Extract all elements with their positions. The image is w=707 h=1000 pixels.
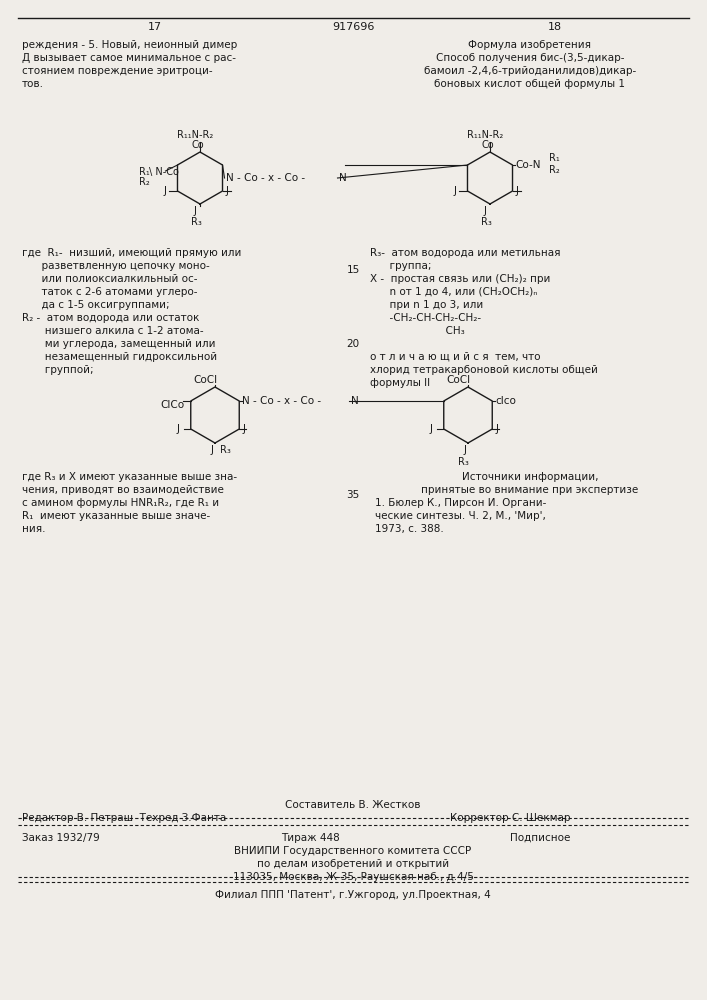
Text: да с 1-5 оксигруппами;: да с 1-5 оксигруппами;	[22, 300, 170, 310]
Text: Филиал ППП 'Патент', г.Ужгород, ул.Проектная, 4: Филиал ППП 'Патент', г.Ужгород, ул.Проек…	[215, 890, 491, 900]
Text: Способ получения бис-(3,5-дикар-: Способ получения бис-(3,5-дикар-	[436, 53, 624, 63]
Text: J: J	[430, 424, 433, 434]
Text: чения, приводят во взаимодействие: чения, приводят во взаимодействие	[22, 485, 224, 495]
Text: хлорид тетракарбоновой кислоты общей: хлорид тетракарбоновой кислоты общей	[370, 365, 598, 375]
Text: где R₃ и X имеют указанные выше зна-: где R₃ и X имеют указанные выше зна-	[22, 472, 237, 482]
Text: J: J	[515, 186, 518, 196]
Text: ми углерода, замещенный или: ми углерода, замещенный или	[22, 339, 216, 349]
Text: R₁₁N-R₂: R₁₁N-R₂	[177, 130, 213, 140]
Text: 917696: 917696	[332, 22, 374, 32]
Text: где  R₁-  низший, имеющий прямую или: где R₁- низший, имеющий прямую или	[22, 248, 241, 258]
Text: N - Co - x - Co -: N - Co - x - Co -	[226, 173, 305, 183]
Text: Источники информации,: Источники информации,	[462, 472, 598, 482]
Text: J: J	[226, 186, 228, 196]
Text: J: J	[484, 206, 486, 216]
Text: J: J	[177, 424, 180, 434]
Text: реждения - 5. Новый, неионный димер: реждения - 5. Новый, неионный димер	[22, 40, 238, 50]
Text: ческие синтезы. Ч. 2, М., 'Мир',: ческие синтезы. Ч. 2, М., 'Мир',	[375, 511, 546, 521]
Text: CH₃: CH₃	[400, 326, 464, 336]
Text: R₃: R₃	[191, 217, 201, 227]
Text: 18: 18	[548, 22, 562, 32]
Text: N - Co - x - Co -: N - Co - x - Co -	[243, 396, 322, 406]
Text: Д вызывает самое минимальное с рас-: Д вызывает самое минимальное с рас-	[22, 53, 236, 63]
Text: ния.: ния.	[22, 524, 45, 534]
Text: R₂ -  атом водорода или остаток: R₂ - атом водорода или остаток	[22, 313, 199, 323]
Text: 17: 17	[148, 22, 162, 32]
Text: Заказ 1932/79: Заказ 1932/79	[22, 833, 100, 843]
Text: \ N-Co: \ N-Co	[149, 167, 180, 177]
Text: n от 1 до 4, или (CH₂OCH₂)ₙ: n от 1 до 4, или (CH₂OCH₂)ₙ	[370, 287, 537, 297]
Text: R₃: R₃	[481, 217, 491, 227]
Text: Подписное: Подписное	[510, 833, 570, 843]
Text: группой;: группой;	[22, 365, 93, 375]
Text: стоянием повреждение эритроци-: стоянием повреждение эритроци-	[22, 66, 213, 76]
Text: низшего алкила с 1-2 атома-: низшего алкила с 1-2 атома-	[22, 326, 204, 336]
Text: боновых кислот общей формулы 1: боновых кислот общей формулы 1	[435, 79, 626, 89]
Text: R₂: R₂	[139, 177, 150, 187]
Text: по делам изобретений и открытий: по делам изобретений и открытий	[257, 859, 449, 869]
Text: Co-N: Co-N	[515, 160, 541, 170]
Text: R₂: R₂	[549, 165, 559, 175]
Text: принятые во внимание при экспертизе: принятые во внимание при экспертизе	[421, 485, 638, 495]
Text: CoCl: CoCl	[446, 375, 470, 385]
Text: 20: 20	[346, 339, 360, 349]
Text: при n 1 до 3, или: при n 1 до 3, или	[370, 300, 484, 310]
Text: 113035, Москва, Ж-35, Раушская наб., д.4/5: 113035, Москва, Ж-35, Раушская наб., д.4…	[233, 872, 474, 882]
Text: тов.: тов.	[22, 79, 44, 89]
Text: формулы II: формулы II	[370, 378, 430, 388]
Text: J: J	[495, 424, 498, 434]
Text: Составитель В. Жестков: Составитель В. Жестков	[285, 800, 421, 810]
Text: с амином формулы HNR₁R₂, где R₁ и: с амином формулы HNR₁R₂, где R₁ и	[22, 498, 219, 508]
Text: J: J	[211, 445, 214, 455]
Text: Корректор С. Шекмар: Корректор С. Шекмар	[450, 813, 570, 823]
Text: N: N	[339, 173, 346, 183]
Text: X -  простая связь или (CH₂)₂ при: X - простая связь или (CH₂)₂ при	[370, 274, 550, 284]
Text: о т л и ч а ю щ и й с я  тем, что: о т л и ч а ю щ и й с я тем, что	[370, 352, 540, 362]
Text: clco: clco	[495, 396, 516, 406]
Text: R₁: R₁	[549, 153, 559, 163]
Text: Редактор В. Петраш  Техред З.Фанта: Редактор В. Петраш Техред З.Фанта	[22, 813, 226, 823]
Text: Co: Co	[192, 140, 204, 150]
Text: R₃-  атом водорода или метильная: R₃- атом водорода или метильная	[370, 248, 561, 258]
Text: Формула изобретения: Формула изобретения	[469, 40, 592, 50]
Text: Тираж 448: Тираж 448	[281, 833, 339, 843]
Text: Co: Co	[481, 140, 494, 150]
Text: J: J	[163, 186, 166, 196]
Text: 1. Бюлер К., Пирсон И. Органи-: 1. Бюлер К., Пирсон И. Органи-	[375, 498, 547, 508]
Text: 15: 15	[346, 265, 360, 275]
Text: R₃: R₃	[458, 457, 469, 467]
Text: разветвленную цепочку моно-: разветвленную цепочку моно-	[22, 261, 210, 271]
Text: таток с 2-6 атомами углеро-: таток с 2-6 атомами углеро-	[22, 287, 197, 297]
Text: или полиоксиалкильный ос-: или полиоксиалкильный ос-	[22, 274, 197, 284]
Text: незамещенный гидроксильной: незамещенный гидроксильной	[22, 352, 217, 362]
Text: -CH₂-CH-CH₂-CH₂-: -CH₂-CH-CH₂-CH₂-	[370, 313, 481, 323]
Text: R₃: R₃	[220, 445, 231, 455]
Text: ВНИИПИ Государственного комитета СССР: ВНИИПИ Государственного комитета СССР	[235, 846, 472, 856]
Text: ClCo: ClCo	[160, 400, 185, 410]
Text: R₁  имеют указанные выше значе-: R₁ имеют указанные выше значе-	[22, 511, 210, 521]
Text: 35: 35	[346, 490, 360, 500]
Text: J: J	[194, 206, 197, 216]
Text: R₁₁N-R₂: R₁₁N-R₂	[467, 130, 503, 140]
Text: N: N	[351, 396, 359, 406]
Text: R₁: R₁	[139, 167, 150, 177]
Text: J: J	[464, 445, 467, 455]
Text: J: J	[243, 424, 245, 434]
Text: CoCl: CoCl	[193, 375, 217, 385]
Text: J: J	[453, 186, 457, 196]
Text: 1973, с. 388.: 1973, с. 388.	[375, 524, 444, 534]
Text: группа;: группа;	[370, 261, 431, 271]
Text: бамоил -2,4,6-трийоданилидов)дикар-: бамоил -2,4,6-трийоданилидов)дикар-	[424, 66, 636, 76]
